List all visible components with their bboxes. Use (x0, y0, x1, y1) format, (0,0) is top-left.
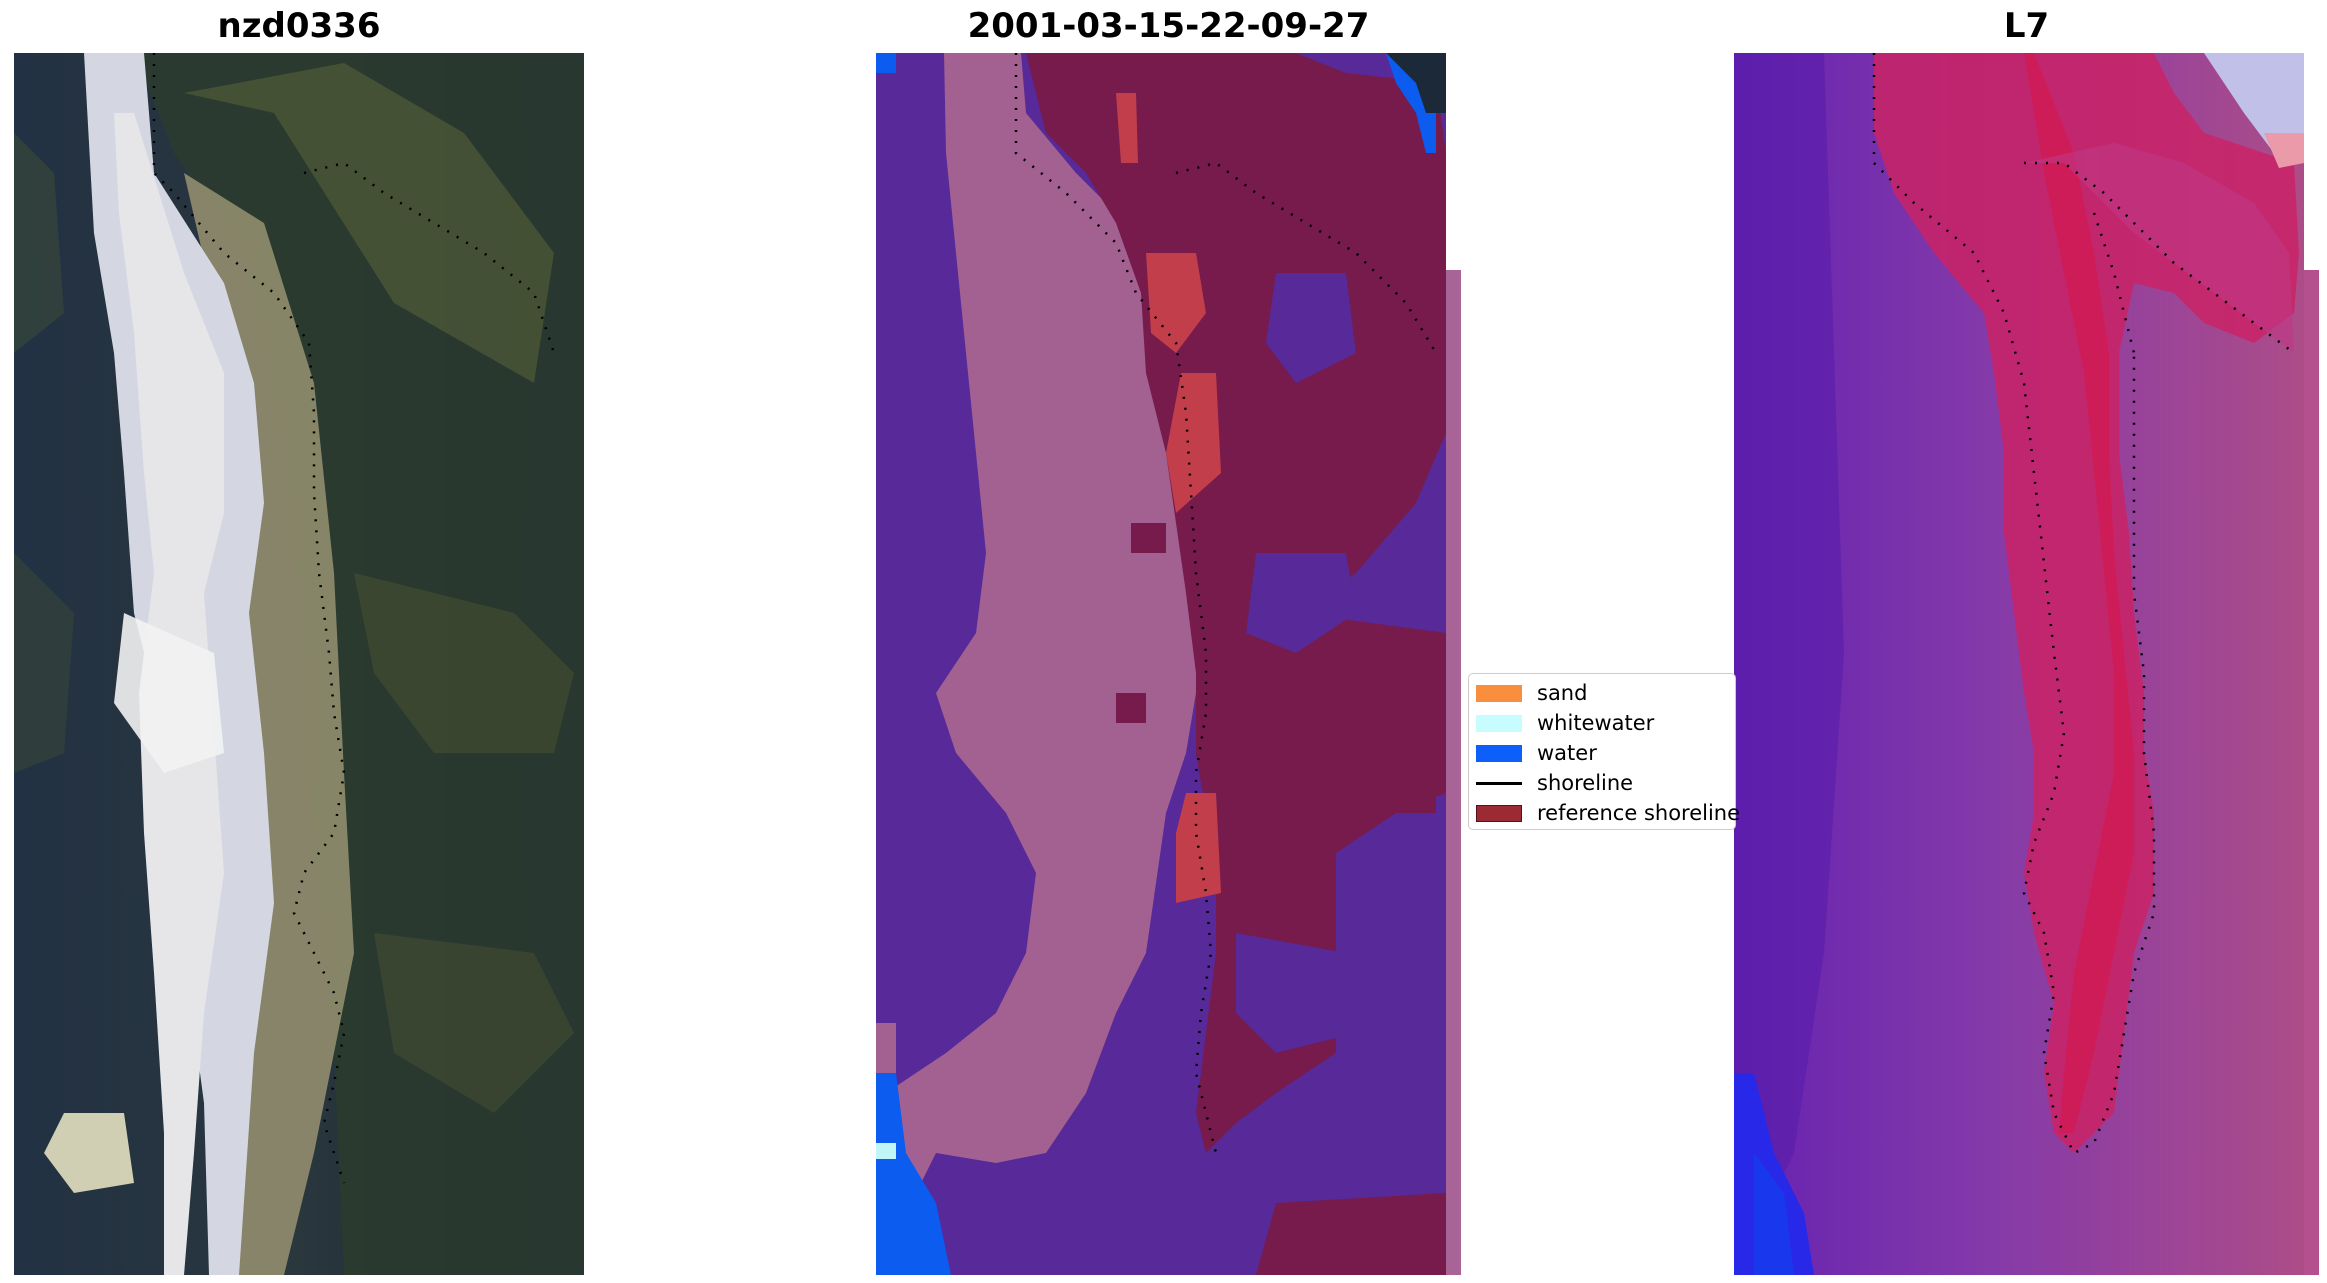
legend-label: shoreline (1537, 771, 1634, 795)
legend-label: water (1537, 741, 1597, 765)
legend: sand whitewater water shoreline referenc… (1468, 673, 1740, 830)
panel-title: L7 (2003, 6, 2050, 46)
panel-title: 2001-03-15-22-09-27 (967, 6, 1370, 46)
panel-title: nzd0336 (217, 6, 381, 46)
shoreline-line-swatch (1476, 782, 1522, 785)
reference-shoreline-swatch (1476, 805, 1522, 822)
rgb-satellite-image (14, 53, 584, 1275)
legend-label: sand (1537, 681, 1588, 705)
index-image (1734, 53, 2319, 1275)
legend-label: reference shoreline (1537, 801, 1741, 825)
classified-image (876, 53, 1461, 1275)
legend-label: whitewater (1537, 711, 1655, 735)
water-swatch (1476, 745, 1522, 762)
whitewater-swatch (1476, 715, 1522, 732)
sand-swatch (1476, 685, 1522, 702)
